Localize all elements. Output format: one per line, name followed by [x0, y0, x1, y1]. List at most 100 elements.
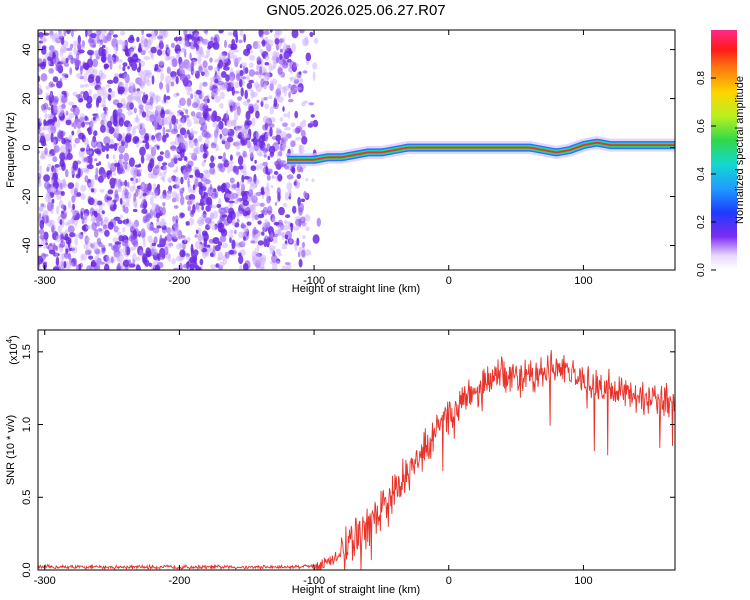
noise-speck: [176, 243, 182, 250]
noise-speck: [233, 111, 239, 121]
noise-speck: [272, 235, 278, 244]
noise-speck: [243, 236, 246, 241]
noise-speck: [229, 177, 235, 184]
noise-speck: [300, 129, 306, 138]
noise-speck: [224, 251, 230, 259]
noise-speck: [237, 56, 243, 62]
noise-speck: [253, 174, 257, 184]
noise-speck: [234, 222, 240, 228]
noise-speck: [214, 126, 220, 136]
noise-speck: [235, 133, 239, 139]
noise-speck: [41, 45, 47, 50]
noise-speck: [279, 117, 284, 122]
noise-speck: [194, 234, 198, 238]
noise-speck: [119, 197, 123, 205]
noise-speck: [190, 93, 194, 100]
noise-speck: [300, 198, 306, 203]
noise-speck: [173, 37, 179, 42]
noise-speck: [204, 138, 210, 147]
noise-speck: [214, 244, 221, 252]
noise-speck: [102, 116, 106, 122]
noise-speck: [189, 152, 196, 156]
noise-speck: [226, 128, 231, 133]
noise-speck: [143, 198, 146, 205]
noise-speck: [139, 124, 143, 130]
noise-speck: [187, 177, 190, 188]
noise-speck: [138, 62, 142, 71]
noise-speck: [140, 155, 145, 164]
noise-speck: [188, 193, 196, 201]
noise-speck: [165, 129, 171, 133]
noise-speck: [220, 183, 226, 193]
noise-speck: [59, 219, 63, 226]
noise-speck: [53, 266, 60, 270]
noise-speck: [283, 135, 289, 143]
colorbar-ticks: 0.0 0.2 0.4 0.6 0.8: [696, 71, 716, 277]
noise-speck: [46, 167, 50, 172]
noise-speck: [185, 253, 191, 257]
noise-speck: [252, 256, 257, 266]
noise-speck: [206, 113, 211, 122]
noise-speck: [301, 101, 306, 107]
noise-speck: [127, 93, 133, 103]
noise-speck: [122, 161, 129, 165]
noise-speck: [128, 259, 132, 269]
noise-speck: [163, 165, 168, 175]
noise-speck: [86, 95, 93, 105]
noise-speck: [234, 241, 239, 247]
noise-speck: [83, 73, 87, 83]
noise-speck: [204, 70, 210, 77]
noise-speck: [145, 157, 151, 161]
noise-speck: [158, 82, 164, 90]
noise-speck: [162, 202, 166, 207]
noise-speck: [186, 200, 193, 206]
noise-speck: [196, 204, 201, 213]
noise-speck: [107, 221, 114, 230]
snr-x-tick-label: -100: [303, 575, 325, 587]
noise-speck: [295, 136, 302, 141]
noise-speck: [173, 169, 178, 173]
noise-speck: [74, 238, 79, 246]
noise-speck: [48, 45, 55, 52]
noise-speck: [106, 170, 111, 180]
noise-speck: [201, 230, 208, 237]
noise-speck: [246, 140, 252, 149]
noise-speck: [77, 49, 85, 54]
noise-speck: [69, 58, 75, 65]
noise-speck: [201, 161, 206, 167]
noise-speck: [256, 56, 262, 64]
noise-speck: [155, 259, 159, 264]
noise-speck: [52, 242, 56, 251]
noise-speck: [156, 183, 161, 190]
noise-speck: [220, 136, 228, 142]
noise-speck: [52, 51, 56, 59]
noise-speck: [177, 109, 183, 114]
noise-speck: [206, 244, 211, 248]
noise-speck: [113, 216, 121, 221]
noise-speck: [263, 235, 269, 245]
noise-speck: [45, 85, 50, 90]
noise-speck: [264, 54, 270, 61]
noise-speck: [172, 75, 177, 82]
noise-speck: [206, 197, 213, 206]
spectrogram-y-tick-label: -40: [21, 238, 33, 254]
noise-speck: [228, 218, 232, 223]
noise-speck: [73, 143, 76, 148]
noise-speck: [123, 152, 130, 162]
noise-speck: [284, 234, 289, 240]
noise-speck: [218, 30, 224, 34]
snr-x-tick-label: 100: [574, 575, 592, 587]
noise-speck: [103, 119, 108, 127]
noise-speck: [66, 152, 73, 161]
noise-speck: [152, 249, 159, 256]
noise-speck: [261, 34, 264, 40]
noise-speck: [214, 87, 221, 93]
noise-speck: [192, 184, 196, 191]
noise-speck: [209, 113, 216, 122]
noise-speck: [155, 220, 162, 228]
noise-speck: [211, 94, 215, 98]
noise-speck: [172, 58, 178, 68]
noise-speck: [275, 127, 280, 136]
noise-speck: [179, 143, 184, 151]
noise-speck: [170, 42, 175, 49]
